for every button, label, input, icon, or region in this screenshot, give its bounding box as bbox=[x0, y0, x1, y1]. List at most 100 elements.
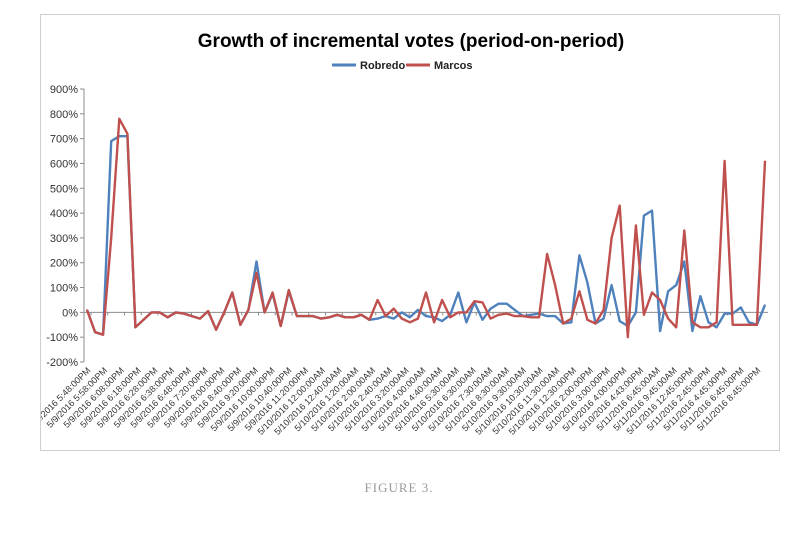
data-point-marcos bbox=[199, 318, 201, 320]
data-point-marcos bbox=[748, 324, 750, 326]
data-point-robredo bbox=[425, 315, 427, 317]
data-point-robredo bbox=[748, 321, 750, 323]
data-point-marcos bbox=[409, 321, 411, 323]
data-point-marcos bbox=[231, 291, 233, 294]
data-point-marcos bbox=[320, 318, 322, 320]
data-point-robredo bbox=[498, 303, 500, 305]
data-point-robredo bbox=[635, 311, 637, 313]
data-point-marcos bbox=[417, 318, 419, 320]
y-tick-label: 600% bbox=[50, 158, 78, 170]
data-point-marcos bbox=[659, 299, 661, 301]
data-point-marcos bbox=[360, 314, 362, 316]
data-point-robredo bbox=[691, 330, 694, 332]
data-point-marcos bbox=[546, 253, 548, 255]
data-point-marcos bbox=[102, 334, 104, 336]
data-point-marcos bbox=[449, 316, 451, 318]
data-point-marcos bbox=[191, 315, 193, 317]
data-point-robredo bbox=[401, 311, 403, 313]
data-point-marcos bbox=[457, 311, 459, 313]
data-point-robredo bbox=[724, 313, 726, 315]
data-point-marcos bbox=[578, 290, 581, 292]
data-point-marcos bbox=[239, 324, 241, 326]
y-tick-label: 800% bbox=[50, 109, 78, 121]
data-point-marcos bbox=[530, 316, 532, 318]
data-point-marcos bbox=[385, 315, 387, 317]
data-point-robredo bbox=[699, 295, 702, 297]
data-point-robredo bbox=[683, 260, 685, 263]
data-point-marcos bbox=[667, 318, 669, 320]
data-point-marcos bbox=[207, 310, 209, 312]
series-line-marcos bbox=[85, 117, 767, 339]
data-point-robredo bbox=[417, 309, 419, 311]
data-point-robredo bbox=[514, 309, 516, 311]
data-point-marcos bbox=[643, 314, 645, 316]
data-point-robredo bbox=[764, 304, 766, 306]
data-point-marcos bbox=[264, 311, 266, 313]
data-point-robredo bbox=[643, 215, 645, 217]
data-point-robredo bbox=[570, 321, 572, 323]
data-point-marcos bbox=[167, 316, 169, 318]
y-tick-label: 0% bbox=[62, 307, 78, 319]
data-point-robredo bbox=[667, 290, 669, 292]
y-tick-label: -200% bbox=[46, 357, 78, 369]
data-point-marcos bbox=[506, 313, 508, 315]
data-point-robredo bbox=[110, 140, 112, 142]
data-point-marcos bbox=[683, 229, 685, 232]
data-point-marcos bbox=[142, 319, 145, 321]
y-tick-label: 700% bbox=[50, 134, 78, 146]
y-tick-label: -100% bbox=[46, 332, 78, 344]
data-point-marcos bbox=[699, 326, 702, 328]
data-point-marcos bbox=[255, 272, 258, 274]
data-point-marcos bbox=[377, 299, 379, 301]
data-point-marcos bbox=[159, 311, 161, 313]
data-point-robredo bbox=[393, 318, 395, 320]
data-point-marcos bbox=[490, 318, 492, 320]
legend-robredo-label: Robredo bbox=[360, 60, 406, 72]
data-point-marcos bbox=[312, 315, 314, 317]
data-point-marcos bbox=[328, 316, 330, 318]
data-point-marcos bbox=[691, 321, 694, 323]
data-point-marcos bbox=[764, 160, 766, 162]
data-point-marcos bbox=[393, 308, 395, 310]
y-tick-label: 500% bbox=[50, 183, 78, 195]
data-point-marcos bbox=[635, 224, 637, 227]
data-point-marcos bbox=[94, 331, 96, 333]
data-point-robredo bbox=[409, 316, 411, 318]
data-point-marcos bbox=[481, 301, 484, 303]
data-point-marcos bbox=[675, 326, 677, 328]
data-point-marcos bbox=[732, 324, 734, 326]
chart-title: Growth of incremental votes (period-on-p… bbox=[198, 31, 624, 52]
data-point-marcos bbox=[126, 133, 128, 135]
data-point-robredo bbox=[490, 308, 492, 310]
data-point-marcos bbox=[110, 237, 112, 239]
data-point-marcos bbox=[603, 309, 605, 311]
data-point-robredo bbox=[530, 314, 532, 316]
data-point-robredo bbox=[675, 284, 677, 286]
legend-marcos-label: Marcos bbox=[434, 60, 473, 72]
data-point-marcos bbox=[344, 316, 346, 318]
data-point-marcos bbox=[627, 336, 629, 338]
data-point-marcos bbox=[707, 326, 710, 328]
legend: Robredo Marcos bbox=[332, 60, 473, 72]
data-point-marcos bbox=[586, 319, 589, 321]
data-point-marcos bbox=[498, 314, 500, 316]
data-point-marcos bbox=[296, 315, 298, 317]
series-lines bbox=[85, 117, 767, 339]
y-axis: -200% -100% 0% 100% 200% 300% 400% 500% 600% 700%… bbox=[46, 84, 85, 369]
data-point-marcos bbox=[611, 237, 613, 239]
data-point-marcos bbox=[272, 291, 274, 294]
y-tick-label: 300% bbox=[50, 233, 78, 245]
data-point-marcos bbox=[215, 329, 217, 331]
y-tick-label: 400% bbox=[50, 208, 78, 220]
data-point-robredo bbox=[546, 315, 548, 317]
data-point-marcos bbox=[522, 315, 524, 317]
data-point-marcos bbox=[651, 291, 653, 294]
data-point-marcos bbox=[280, 325, 282, 327]
data-point-robredo bbox=[465, 321, 467, 323]
data-point-marcos bbox=[288, 289, 290, 291]
data-point-marcos bbox=[247, 309, 249, 311]
data-point-robredo bbox=[716, 326, 718, 328]
data-point-marcos bbox=[514, 315, 516, 317]
data-point-robredo bbox=[586, 282, 589, 284]
data-point-marcos bbox=[740, 324, 742, 326]
